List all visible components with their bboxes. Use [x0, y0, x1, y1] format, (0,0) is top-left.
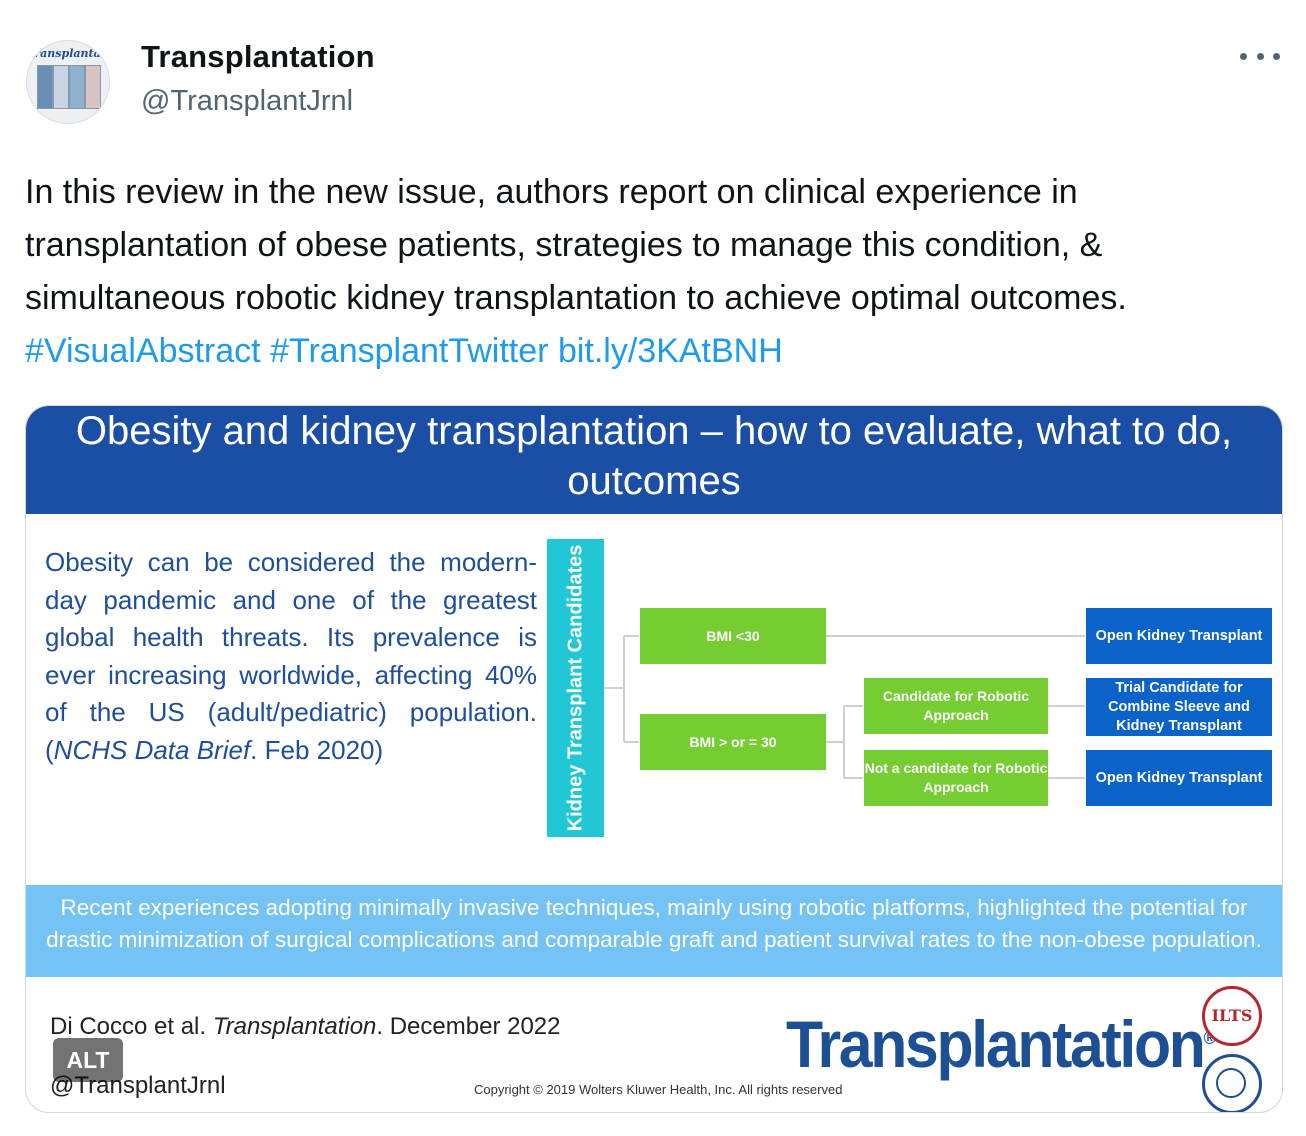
citation-journal: Transplantation	[212, 1013, 377, 1040]
intro-text: Obesity can be considered the modern-day…	[45, 547, 537, 765]
open-kidney-transplant-box-1: Open Kidney Transplant	[1086, 608, 1272, 664]
tweet-text: In this review in the new issue, authors…	[25, 166, 1287, 378]
hashtag-visualabstract[interactable]: #VisualAbstract	[25, 332, 261, 370]
bmi-30-plus-box: BMI > or = 30	[640, 714, 826, 770]
author-name[interactable]: Transplantation	[141, 39, 375, 74]
hashtag-transplanttwitter[interactable]: #TransplantTwitter	[270, 332, 549, 370]
tweet-media-image[interactable]: Obesity and kidney transplantation – how…	[25, 405, 1283, 1113]
open-kidney-transplant-box-2: Open Kidney Transplant	[1086, 750, 1272, 806]
more-options-icon[interactable]	[1240, 44, 1280, 68]
ilts-seal-text: ILTS	[1211, 1006, 1253, 1025]
intro-tail: . Feb 2020)	[250, 734, 384, 765]
abstract-title: Obesity and kidney transplantation – how…	[75, 409, 1233, 503]
avatar-cover-1	[37, 65, 53, 109]
abstract-intro: Obesity can be considered the modern-day…	[45, 544, 537, 769]
citation-date: . December 2022	[376, 1013, 561, 1040]
copyright-notice: Copyright © 2019 Wolters Kluwer Health, …	[474, 1082, 843, 1097]
citation: Di Cocco et al. Transplantation. Decembe…	[50, 1013, 561, 1041]
flow-connectors	[604, 635, 1085, 779]
tweet-body: In this review in the new issue, authors…	[25, 173, 1127, 317]
journal-logo-text: Transplantation	[786, 1007, 1206, 1081]
tweet-link[interactable]: bit.ly/3KAtBNH	[557, 332, 783, 370]
alt-text-badge[interactable]: ALT	[53, 1038, 123, 1082]
not-robotic-candidate-box: Not a candidate for Robotic Approach	[864, 750, 1048, 806]
intro-source: NCHS Data Brief	[53, 734, 251, 765]
robotic-candidate-box: Candidate for Robotic Approach	[864, 678, 1048, 734]
citation-authors: Di Cocco et al.	[50, 1013, 213, 1040]
ilts-seal-icon: ILTS	[1202, 986, 1262, 1046]
avatar-cover-4	[85, 65, 101, 109]
conclusion-band: Recent experiences adopting minimally in…	[26, 885, 1282, 977]
transplantation-society-seal-icon	[1202, 1054, 1262, 1112]
author-handle[interactable]: @TransplantJrnl	[141, 85, 354, 117]
kidney-candidates-bar: Kidney Transplant Candidates	[547, 539, 604, 837]
avatar-cover-3	[69, 65, 85, 109]
avatar-masthead: Transplantation	[27, 47, 110, 60]
avatar-cover-2	[53, 65, 69, 109]
author-avatar[interactable]: Transplantation	[26, 40, 110, 124]
trial-candidate-box: Trial Candidate for Combine Sleeve and K…	[1086, 678, 1272, 736]
conclusion-text: Recent experiences adopting minimally in…	[46, 895, 1262, 952]
bmi-under-30-box: BMI <30	[640, 608, 826, 664]
journal-logo: Transplantation®	[786, 1006, 1216, 1082]
abstract-banner: Obesity and kidney transplantation – how…	[26, 406, 1282, 514]
